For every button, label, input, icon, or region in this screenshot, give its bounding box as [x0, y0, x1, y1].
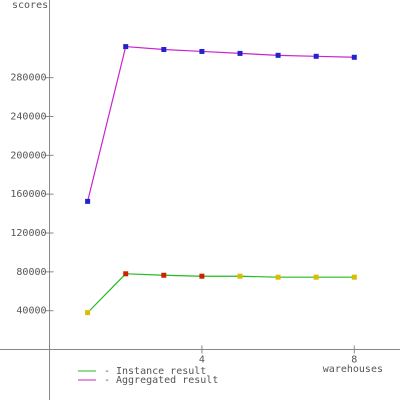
y-tick-label: 120000 [10, 228, 46, 239]
point-marker [313, 53, 319, 59]
point-marker [123, 271, 129, 277]
point-marker [85, 310, 91, 316]
point-marker [85, 198, 91, 204]
legend-label: Instance result [116, 366, 206, 377]
y-tick-label: 160000 [10, 189, 46, 200]
point-marker [275, 274, 281, 280]
point-marker [313, 274, 319, 280]
point-marker [237, 50, 243, 56]
point-marker [275, 52, 281, 58]
y-axis-label: scores [12, 0, 48, 11]
y-tick-label: 240000 [10, 112, 46, 123]
y-tick-label: 80000 [16, 267, 46, 278]
point-marker [123, 44, 129, 50]
point-marker [237, 273, 243, 279]
series-line [87, 45, 355, 202]
y-tick-label: 200000 [10, 150, 46, 161]
x-tick-label: 4 [199, 355, 205, 366]
legend-dash: - [104, 366, 110, 377]
point-marker [351, 274, 357, 280]
point-marker [161, 47, 167, 53]
point-marker [351, 54, 357, 60]
x-tick-label: 8 [351, 355, 357, 366]
legend-dash: - [104, 375, 110, 386]
x-axis-label: warehouses [323, 364, 383, 375]
legend-label: Aggregated result [116, 375, 218, 386]
point-marker [199, 273, 205, 279]
point-marker [161, 272, 167, 278]
point-marker [199, 48, 205, 54]
y-tick-label: 40000 [16, 306, 46, 317]
y-tick-label: 280000 [10, 73, 46, 84]
series-line [87, 273, 355, 314]
